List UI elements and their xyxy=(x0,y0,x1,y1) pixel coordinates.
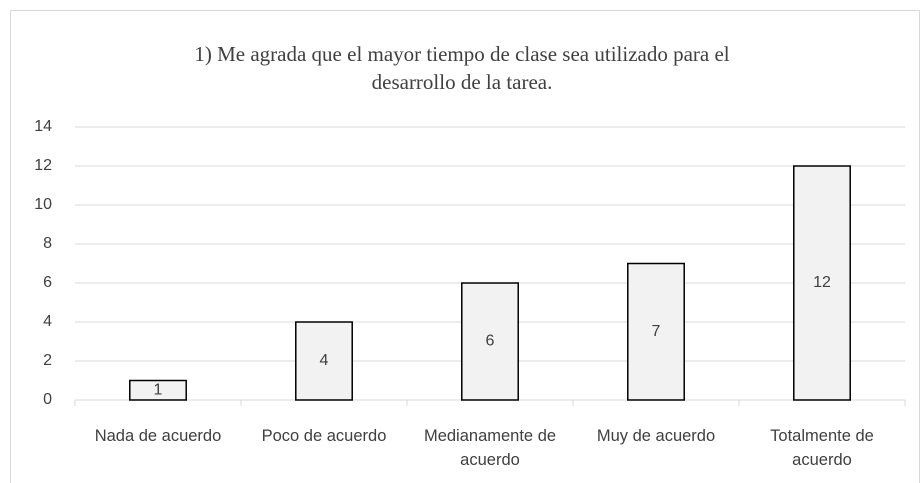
y-tick-label: 2 xyxy=(43,352,52,369)
data-label: 7 xyxy=(652,323,661,340)
y-tick-label: 8 xyxy=(43,235,52,252)
x-tick-label: Nada de acuerdo xyxy=(94,427,222,445)
data-label: 4 xyxy=(320,352,329,369)
bar xyxy=(129,379,187,401)
bar xyxy=(461,282,519,401)
x-tick-label: Medianamente de acuerdo xyxy=(423,427,557,469)
data-label: 6 xyxy=(486,333,495,350)
y-tick-label: 0 xyxy=(43,391,52,408)
bar xyxy=(295,321,353,401)
x-tick-label: Muy de acuerdo xyxy=(596,427,716,445)
bar xyxy=(793,165,851,401)
y-tick-label: 14 xyxy=(34,118,52,135)
y-tick-label: 10 xyxy=(34,196,52,213)
y-tick-label: 6 xyxy=(43,274,52,291)
y-tick-label: 12 xyxy=(34,157,52,174)
chart-frame xyxy=(10,10,920,483)
data-label: 12 xyxy=(813,274,831,291)
bar xyxy=(627,262,685,401)
chart-title: 1) Me agrada que el mayor tiempo de clas… xyxy=(194,42,730,94)
data-label: 1 xyxy=(154,381,163,398)
x-tick-label: Poco de acuerdo xyxy=(261,427,387,445)
x-tick-label: Totalmente de acuerdo xyxy=(770,427,874,469)
y-tick-label: 4 xyxy=(43,313,52,330)
